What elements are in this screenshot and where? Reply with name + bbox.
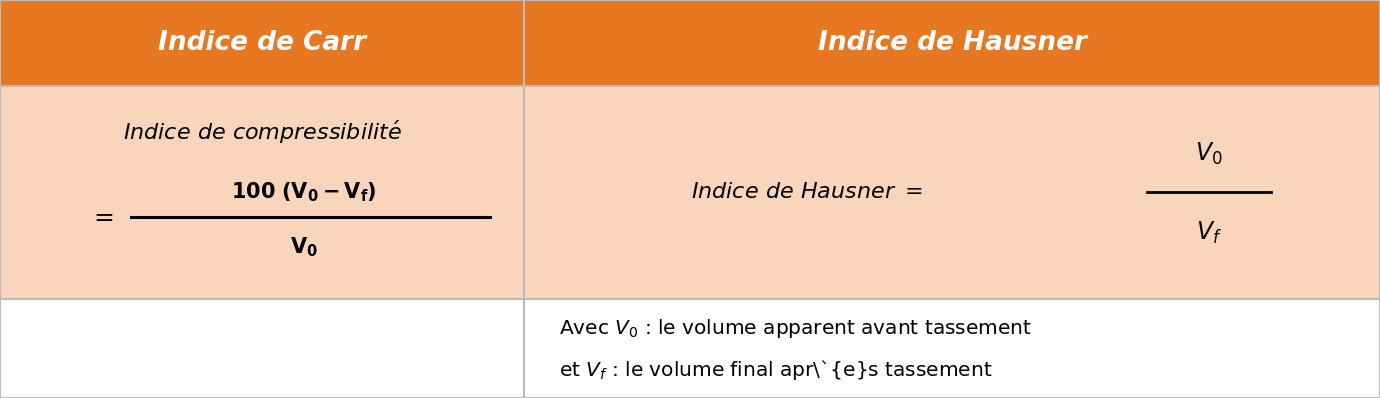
Text: $\mathbf{V_0}$: $\mathbf{V_0}$ (290, 236, 317, 259)
Text: $=$: $=$ (90, 205, 115, 228)
Text: $\mathbf{100\ (V_0 - V_f)}$: $\mathbf{100\ (V_0 - V_f)}$ (230, 180, 377, 204)
Text: Indice de Hausner: Indice de Hausner (818, 30, 1086, 56)
Text: et $V_f$ : le volume final apr\`{e}s tassement: et $V_f$ : le volume final apr\`{e}s tas… (559, 358, 992, 382)
Bar (0, 0, 1380, 86)
Text: $\mathbf{\mathit{Indice\ de\ compressibilit\'{e}}}$: $\mathbf{\mathit{Indice\ de\ compressibi… (123, 119, 402, 146)
Text: Avec $V_0$ : le volume apparent avant tassement: Avec $V_0$ : le volume apparent avant ta… (559, 317, 1032, 340)
Text: $\mathit{V_0}$: $\mathit{V_0}$ (1195, 140, 1223, 167)
Bar (0, 298, 1380, 398)
Text: Indice de Carr: Indice de Carr (159, 30, 366, 56)
Bar (0, 86, 1380, 298)
Text: $\mathit{V_f}$: $\mathit{V_f}$ (1196, 219, 1221, 246)
Text: $\mathit{Indice\ de\ Hausner\ =}$: $\mathit{Indice\ de\ Hausner\ =}$ (691, 181, 923, 203)
